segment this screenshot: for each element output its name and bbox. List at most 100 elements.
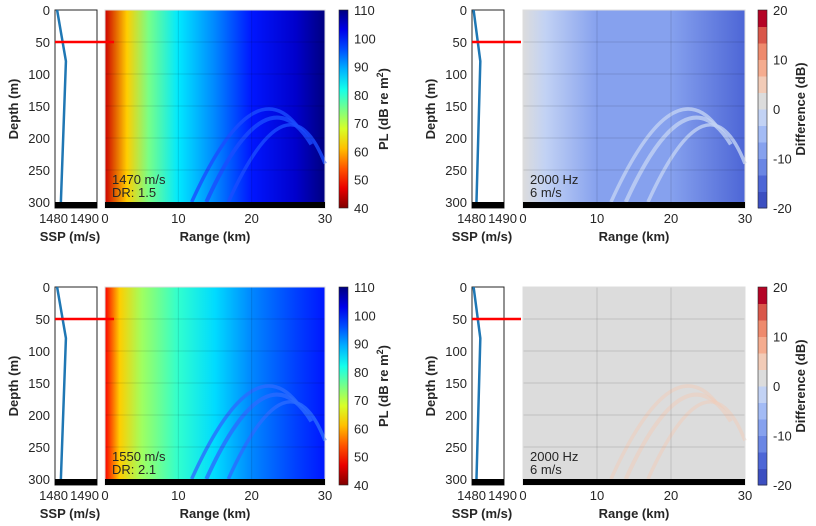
seabed-bar — [523, 479, 745, 485]
x-axis-label: Range (km) — [599, 506, 670, 521]
field-arc — [226, 400, 327, 480]
field-arc — [190, 107, 299, 203]
field-arc — [204, 115, 314, 203]
colorbar-tick-label: 70 — [354, 393, 368, 408]
x-tick-label: 30 — [318, 488, 332, 503]
x-axis-label: Range (km) — [180, 229, 251, 244]
colorbar-bin — [758, 320, 767, 337]
field-arc — [646, 400, 747, 480]
colorbar-box — [338, 286, 349, 486]
colorbar-tick-label: 80 — [354, 365, 368, 380]
y-tick-label: 0 — [460, 3, 467, 18]
colorbar-bin — [758, 369, 767, 387]
colorbar-tick-label: -20 — [773, 201, 792, 216]
ssp-seabed-bar — [55, 202, 97, 208]
x-tick-label: 10 — [590, 211, 604, 226]
colorbar-label-sup: 2 — [375, 72, 385, 77]
field-arc — [609, 107, 718, 203]
colorbar-label-text: PL (dB re m — [376, 354, 391, 427]
colorbar-tick-label: 0 — [773, 379, 780, 394]
ssp-axis-label: SSP (m/s) — [452, 229, 512, 244]
colorbar-tick-label: 50 — [354, 450, 368, 465]
colorbar-tick-label: -10 — [773, 429, 792, 444]
x-tick-label: 0 — [519, 488, 526, 503]
colorbar-label: Difference (dB) — [793, 62, 808, 155]
x-tick-label: 0 — [101, 488, 108, 503]
ssp-tick-label: 1480 — [39, 488, 68, 503]
panel-annotation: 1550 m/s — [112, 449, 166, 464]
y-axis-label: Depth (m) — [423, 356, 438, 417]
colorbar-label: PL (dB re m2) — [375, 345, 391, 427]
ssp-seabed-bar — [472, 202, 504, 208]
colorbar-bin — [758, 452, 767, 469]
colorbar — [339, 287, 348, 485]
field-arc — [646, 123, 747, 203]
ssp-tick-label: 1480 — [457, 488, 486, 503]
y-tick-label: 200 — [445, 408, 467, 423]
colorbar-tick-label: 40 — [354, 478, 368, 493]
x-tick-label: 20 — [244, 488, 258, 503]
colorbar-bin — [758, 59, 767, 77]
colorbar-bin — [758, 92, 767, 110]
colorbar-label-end: ) — [376, 345, 391, 349]
colorbar-bin — [758, 191, 767, 209]
panel-annotation: 2000 Hz — [530, 449, 578, 464]
colorbar-bin — [758, 175, 767, 192]
colorbar-label-text: Difference (dB) — [793, 339, 808, 432]
y-axis-label: Depth (m) — [423, 79, 438, 140]
colorbar-bin — [758, 43, 767, 60]
y-tick-label: 300 — [445, 195, 467, 210]
colorbar-label: Difference (dB) — [793, 339, 808, 432]
field-arc — [226, 123, 327, 203]
x-tick-label: 20 — [664, 211, 678, 226]
field-arc — [190, 384, 299, 480]
panel-annotation: DR: 1.5 — [112, 185, 156, 200]
colorbar-tick-label: 100 — [354, 31, 376, 46]
field-heatmap — [105, 287, 325, 479]
y-tick-label: 150 — [28, 376, 50, 391]
y-tick-label: 50 — [36, 35, 50, 50]
x-axis-label: Range (km) — [599, 229, 670, 244]
panel-annotation: 6 m/s — [530, 185, 562, 200]
field-heatmap — [523, 287, 745, 479]
ssp-tick-label: 1490 — [70, 488, 99, 503]
ssp-profile-line — [55, 286, 68, 480]
ssp-tick-label: 1480 — [457, 211, 486, 226]
colorbar-tick-label: 20 — [773, 3, 787, 18]
colorbar-bin — [758, 26, 767, 44]
y-tick-label: 200 — [28, 131, 50, 146]
ssp-tick-label: 1490 — [70, 211, 99, 226]
ssp-tick-label: 1480 — [39, 211, 68, 226]
colorbar-bin — [758, 10, 767, 27]
y-tick-label: 150 — [28, 99, 50, 114]
colorbar-bin — [758, 287, 767, 304]
colorbar-tick-label: 20 — [773, 280, 787, 295]
colorbar-label-sup: 2 — [375, 349, 385, 354]
colorbar-tick-label: 110 — [354, 280, 375, 295]
colorbar-label: PL (dB re m2) — [375, 68, 391, 150]
field-arc — [609, 384, 718, 480]
y-tick-label: 50 — [453, 35, 467, 50]
y-tick-label: 50 — [36, 312, 50, 327]
y-tick-label: 0 — [43, 280, 50, 295]
colorbar-tick-label: -20 — [773, 478, 792, 493]
ssp-profile-line — [472, 9, 482, 203]
colorbar-bin — [758, 125, 767, 143]
y-tick-label: 200 — [28, 408, 50, 423]
x-tick-label: 10 — [171, 211, 185, 226]
x-axis-label: Range (km) — [180, 506, 251, 521]
colorbar-bin — [758, 468, 767, 486]
field-heatmap — [523, 10, 745, 202]
panel-annotation: DR: 2.1 — [112, 462, 156, 477]
ssp-profile-line — [472, 286, 482, 480]
x-tick-label: 0 — [101, 211, 108, 226]
colorbar-bin — [758, 336, 767, 354]
y-tick-label: 250 — [28, 440, 50, 455]
ssp-axis-label: SSP (m/s) — [40, 229, 100, 244]
ssp-seabed-bar — [472, 479, 504, 485]
colorbar-tick-label: 10 — [773, 330, 787, 345]
panel-bottom-left: 1550 m/sDR: 2.1 0 10 20 30 Range (km) 0 50 100 15… — [6, 280, 391, 521]
